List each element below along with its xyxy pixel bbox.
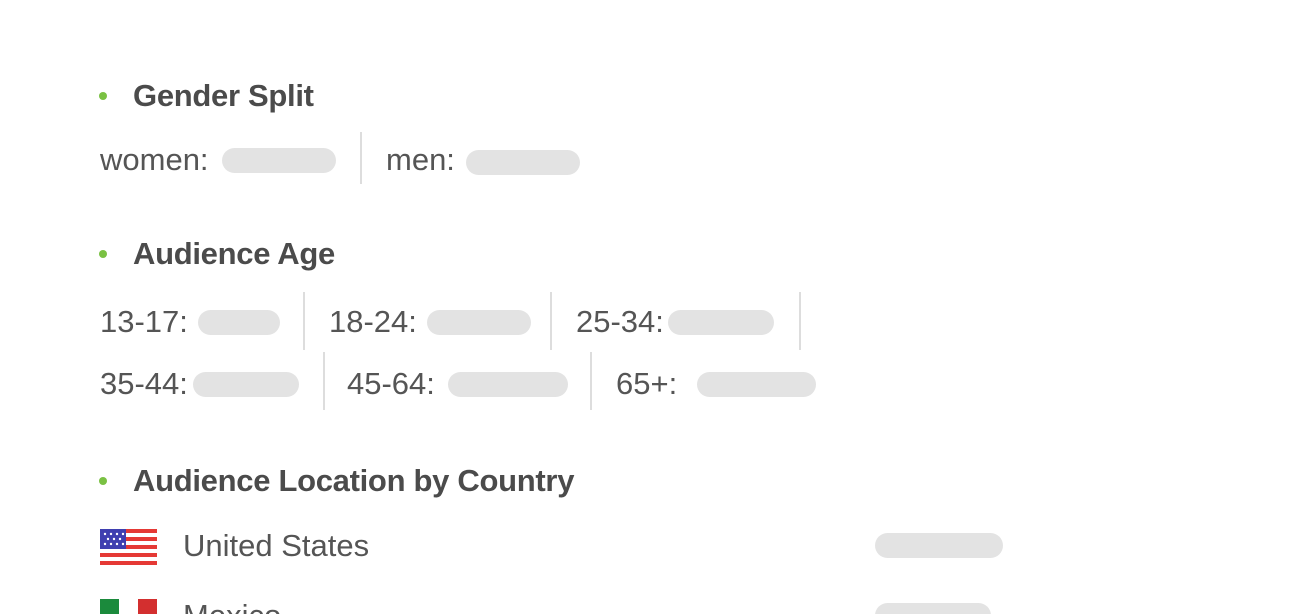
age-group-stat: 25-34: bbox=[576, 296, 774, 348]
gender-women-stat: women: bbox=[100, 134, 336, 186]
gender-split-title: Gender Split bbox=[133, 78, 314, 113]
country-row-united-states: United States bbox=[0, 524, 1294, 568]
age-group-label: 25-34: bbox=[576, 304, 664, 339]
gender-men-label: men: bbox=[386, 142, 455, 177]
divider bbox=[360, 132, 362, 184]
age-group-value-placeholder bbox=[447, 371, 568, 397]
gender-split-row: women: men: bbox=[0, 132, 1294, 186]
age-group-value-placeholder bbox=[197, 309, 280, 335]
age-group-value-placeholder bbox=[697, 371, 817, 397]
age-group-stat: 18-24: bbox=[329, 296, 531, 348]
age-group-value-placeholder bbox=[192, 371, 299, 397]
country-name: Mexico bbox=[183, 594, 281, 614]
country-value-placeholder bbox=[875, 603, 991, 614]
bullet-icon bbox=[99, 250, 107, 258]
us-flag-icon bbox=[100, 529, 157, 567]
age-group-label: 65+: bbox=[616, 366, 678, 401]
bullet-icon bbox=[99, 92, 107, 100]
age-group-value-placeholder bbox=[667, 309, 774, 335]
audience-age-heading: Audience Age bbox=[99, 233, 335, 275]
divider bbox=[590, 352, 592, 410]
country-name: United States bbox=[183, 528, 370, 563]
gender-women-label: women: bbox=[100, 142, 209, 177]
country-row-mexico: Mexico bbox=[0, 594, 1294, 614]
audience-age-row-1: 13-17: 18-24: 25-34: bbox=[0, 292, 1294, 350]
audience-age-title: Audience Age bbox=[133, 236, 335, 271]
age-group-stat: 35-44: bbox=[100, 358, 299, 410]
age-group-stat: 13-17: bbox=[100, 296, 280, 348]
divider bbox=[799, 292, 801, 350]
age-group-label: 45-64: bbox=[347, 366, 435, 401]
age-group-label: 35-44: bbox=[100, 366, 188, 401]
mexico-flag-icon bbox=[100, 599, 157, 614]
audience-location-title: Audience Location by Country bbox=[133, 463, 575, 498]
bullet-icon bbox=[99, 477, 107, 485]
divider bbox=[323, 352, 325, 410]
age-group-stat: 45-64: bbox=[347, 358, 568, 410]
age-group-stat: 65+: bbox=[616, 358, 817, 410]
age-group-value-placeholder bbox=[426, 309, 531, 335]
audience-location-heading: Audience Location by Country bbox=[99, 460, 574, 502]
age-group-label: 13-17: bbox=[100, 304, 188, 339]
audience-age-row-2: 35-44: 45-64: 65+: bbox=[0, 352, 1294, 410]
gender-men-stat: men: bbox=[386, 134, 580, 186]
gender-split-heading: Gender Split bbox=[99, 75, 314, 117]
country-value-placeholder bbox=[875, 533, 1003, 558]
divider bbox=[303, 292, 305, 350]
divider bbox=[550, 292, 552, 350]
gender-men-value-placeholder bbox=[465, 150, 580, 175]
age-group-label: 18-24: bbox=[329, 304, 417, 339]
gender-women-value-placeholder bbox=[221, 147, 336, 173]
